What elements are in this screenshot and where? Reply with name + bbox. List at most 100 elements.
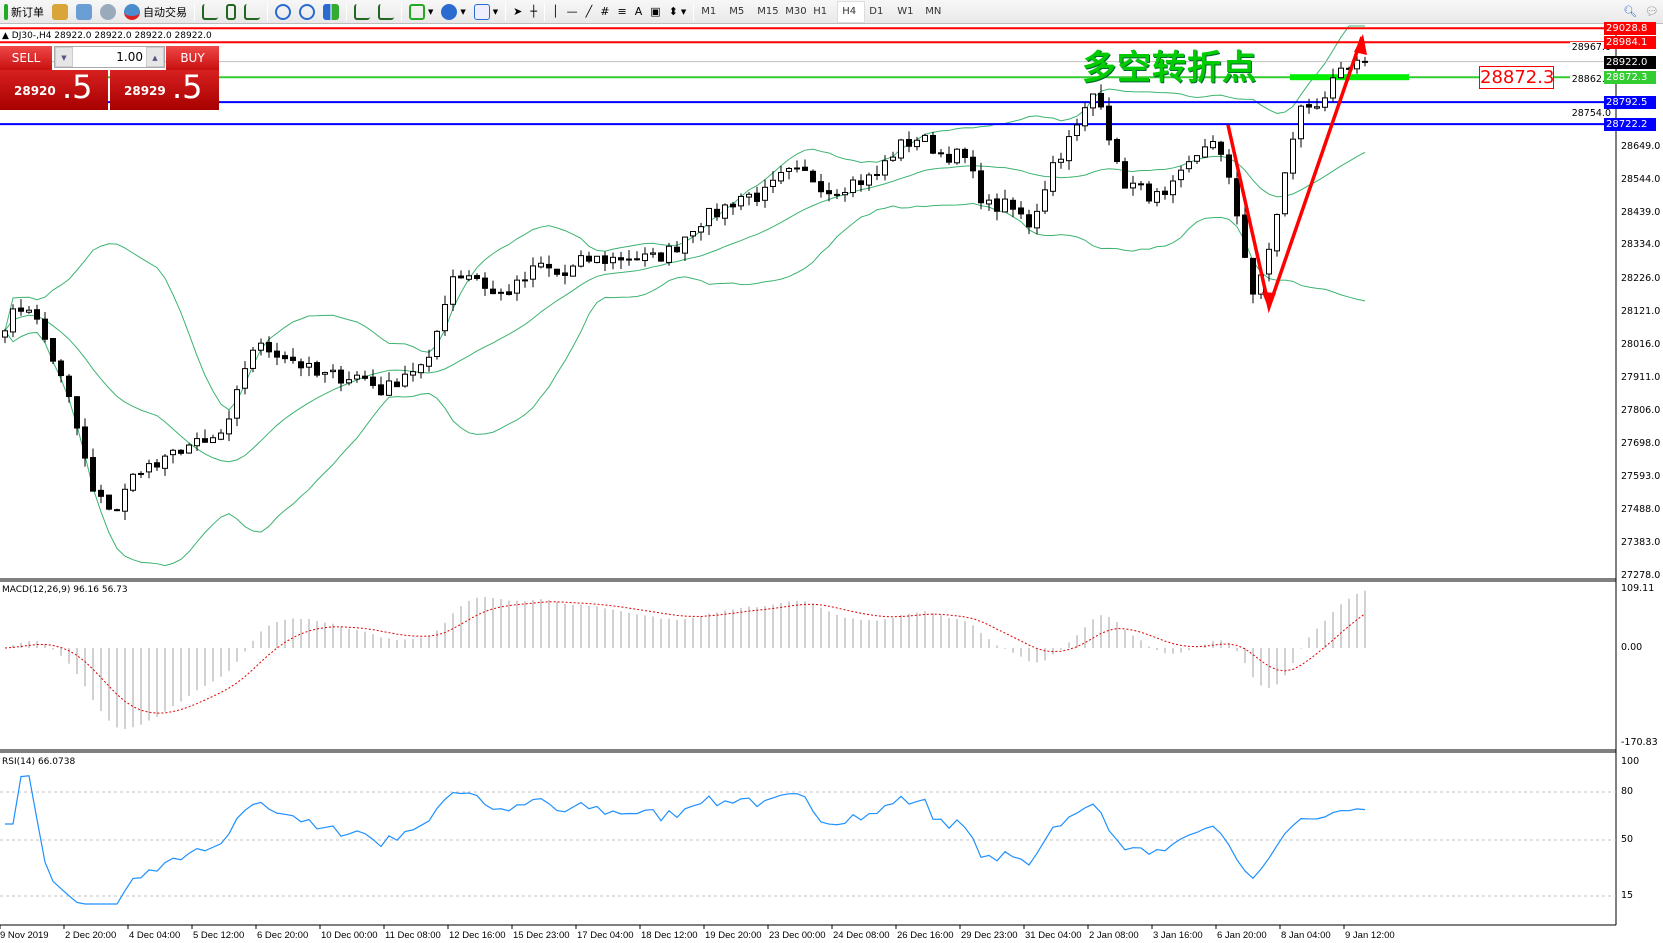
candle-bullish	[1058, 158, 1064, 163]
candle-bullish	[1274, 214, 1280, 252]
timeframe-h4[interactable]: H4	[837, 0, 866, 23]
candle-bearish	[946, 153, 952, 163]
candle-bearish	[1114, 139, 1120, 162]
candle-bullish	[130, 473, 136, 491]
lot-decrease-button[interactable]: ▼	[55, 47, 73, 67]
candle-bullish	[1154, 191, 1160, 203]
candle-bearish	[74, 396, 80, 429]
tile-windows-button[interactable]	[319, 1, 343, 23]
candle-bearish	[602, 255, 608, 264]
candle-bearish	[730, 203, 736, 208]
text-button[interactable]: A	[631, 1, 647, 23]
candle-bearish	[586, 255, 592, 262]
search-button[interactable]: 🔍︎	[1619, 1, 1641, 23]
ask-price-button[interactable]: 28929.5	[110, 68, 219, 110]
indicators-button[interactable]: ▼	[405, 1, 437, 23]
timeframe-m1[interactable]: M1	[701, 6, 717, 17]
auto-scroll-button[interactable]	[350, 1, 374, 23]
market-watch-icon	[76, 3, 92, 20]
history-icon	[52, 3, 68, 20]
price-level-label: 28984.1	[1604, 36, 1656, 50]
zoom-out-button[interactable]	[295, 1, 319, 23]
channel-button[interactable]: #	[596, 1, 613, 23]
price-axis-label: 27278.0	[1621, 569, 1661, 581]
candle-bullish	[594, 255, 600, 264]
candlestick-button[interactable]	[222, 1, 240, 23]
market-watch-button[interactable]	[72, 1, 96, 23]
candle-bullish	[1002, 198, 1008, 213]
history-button[interactable]	[48, 1, 72, 23]
candle-bullish	[922, 134, 928, 142]
buy-button[interactable]: BUY	[166, 46, 219, 70]
candle-bullish	[330, 369, 336, 373]
cursor-button[interactable]: ➤	[509, 1, 526, 23]
timeframe-d1[interactable]: D1	[869, 6, 884, 17]
lot-increase-button[interactable]: ▲	[146, 47, 164, 67]
bar-chart-button[interactable]	[198, 1, 222, 23]
timeframe-m15[interactable]: M15	[757, 6, 779, 17]
candle-bearish	[626, 258, 632, 261]
vertical-line-button[interactable]: │	[548, 1, 563, 23]
horizontal-line-button[interactable]: —	[563, 1, 582, 23]
new-order-button[interactable]: 新订单	[0, 1, 48, 23]
annotation-text[interactable]: 多空转折点	[1082, 48, 1257, 88]
price-axis-label: 27488.0	[1621, 503, 1661, 515]
candle-bullish	[850, 179, 856, 193]
candle-bullish	[386, 380, 392, 396]
trendline-button[interactable]: ╱	[582, 1, 597, 23]
price-level-label: 28872.3	[1604, 71, 1656, 85]
candle-bullish	[1138, 183, 1144, 186]
lot-value[interactable]: 1.00	[116, 50, 143, 64]
macd-axis-label: 0.00	[1621, 642, 1643, 653]
text-label-button[interactable]: ▣	[646, 1, 664, 23]
candle-bullish	[514, 279, 520, 294]
candle-bullish	[1178, 169, 1184, 181]
candle-bullish	[1074, 124, 1080, 137]
candle-bullish	[162, 455, 168, 469]
candle-bullish	[234, 389, 240, 419]
candle-bullish	[698, 226, 704, 233]
bollinger-lower-band	[4, 202, 1366, 567]
candle-bullish	[26, 309, 32, 313]
candle-bullish	[834, 193, 840, 196]
line-chart-button[interactable]	[240, 1, 264, 23]
bid-price-button[interactable]: 28920.5	[0, 68, 108, 110]
candle-bullish	[842, 192, 848, 196]
price-axis-label: 28226.0	[1621, 273, 1661, 285]
time-axis-label: 23 Dec 00:00	[769, 930, 826, 941]
arrows-button[interactable]: ⬍ ▼	[665, 1, 691, 23]
signals-button[interactable]	[96, 1, 120, 23]
candle-bearish	[314, 362, 320, 376]
sell-button[interactable]: SELL	[0, 46, 52, 70]
candle-bearish	[282, 355, 288, 360]
chat-button[interactable]: 💬︎	[1641, 1, 1663, 23]
candle-bullish	[706, 207, 712, 227]
lot-size-input[interactable]: ▼ 1.00 ▲	[54, 46, 165, 68]
candle-bullish	[1090, 93, 1096, 109]
fibonacci-button[interactable]: ≡	[613, 1, 630, 23]
crosshair-button[interactable]: ┼	[526, 1, 541, 23]
zoom-in-button[interactable]	[271, 1, 295, 23]
timeframe-mn[interactable]: MN	[925, 6, 942, 17]
timeframe-m5[interactable]: M5	[729, 6, 745, 17]
price-annotation-box[interactable]: 28872.3	[1479, 66, 1555, 89]
price-axis-label: 28544.0	[1621, 173, 1661, 185]
templates-button[interactable]: ▼	[470, 1, 502, 23]
timeframe-m30[interactable]: M30	[785, 6, 807, 17]
auto-scroll-icon	[354, 3, 370, 20]
timeframe-w1[interactable]: W1	[897, 6, 914, 17]
candle-bearish	[938, 152, 944, 155]
candle-bearish	[1250, 257, 1256, 295]
candle-bullish	[610, 256, 616, 264]
periods-button[interactable]: ▼	[437, 1, 469, 23]
timeframe-h1[interactable]: H1	[813, 6, 828, 17]
candle-bullish	[194, 438, 200, 447]
bollinger-middle-band	[4, 151, 1366, 463]
chart-shift-button[interactable]	[374, 1, 398, 23]
auto-trade-button[interactable]: 自动交易	[120, 1, 191, 23]
candle-bullish	[1338, 67, 1344, 79]
candle-bearish	[58, 360, 64, 377]
candle-bearish	[482, 277, 488, 289]
candle-bearish	[66, 375, 72, 397]
